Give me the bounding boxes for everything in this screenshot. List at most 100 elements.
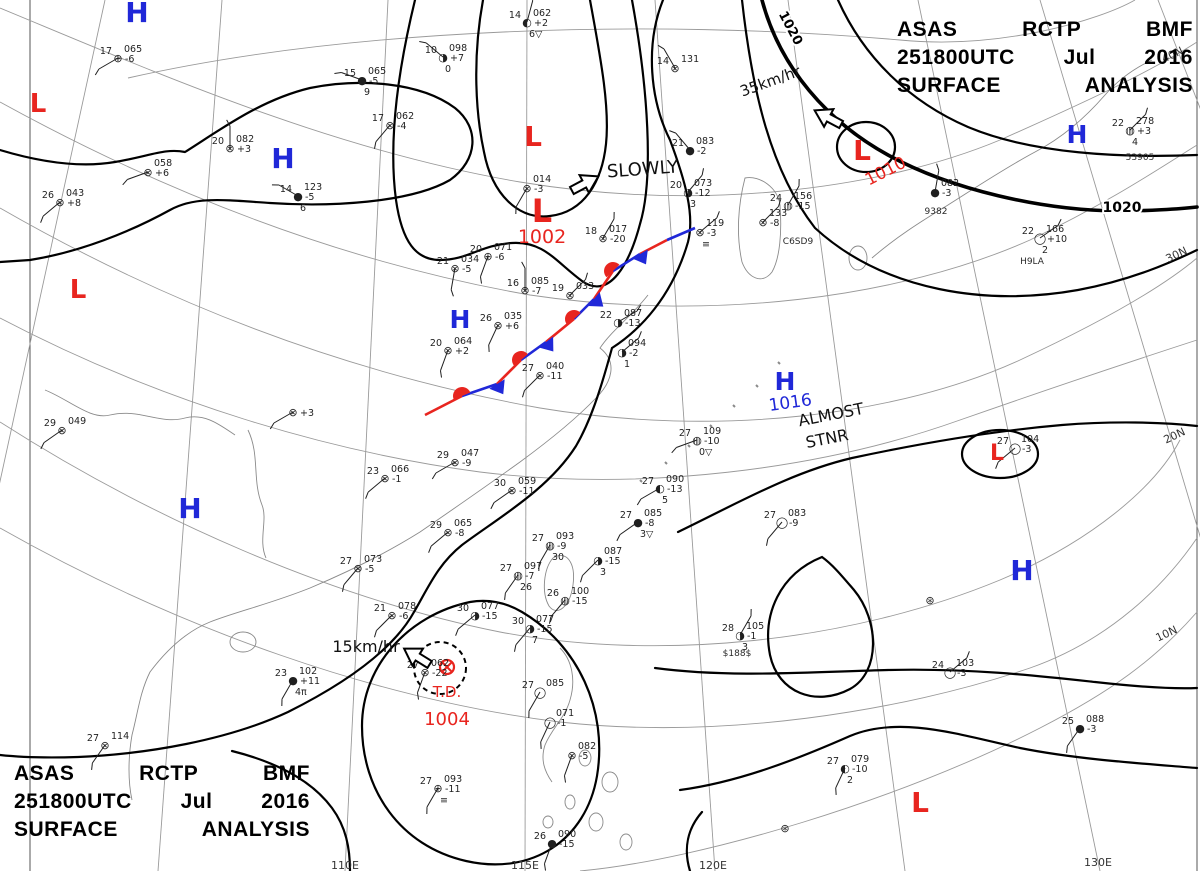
wind-barb — [617, 310, 638, 323]
station-plot: ◑087-153 — [579, 546, 622, 583]
station-plot: ●26 090-15 — [534, 829, 576, 871]
title-word: BMF — [263, 762, 310, 785]
station-tendency: -2 — [697, 146, 706, 157]
station-temperature: 14 — [657, 56, 669, 67]
station-pressure: 097 — [524, 561, 542, 572]
station-symbol-icon: ⊗ — [420, 666, 429, 679]
station-symbol-icon: ⊗ — [225, 142, 234, 155]
station-extra: 3 — [690, 199, 696, 210]
station-plot: ⊗26 035+6 — [480, 311, 522, 352]
station-symbol-icon: ◑ — [613, 316, 623, 329]
station-symbol-icon: ◑ — [617, 346, 627, 359]
station-pressure: 085 — [546, 678, 564, 689]
high-pressure-H: H — [125, 0, 148, 29]
station-pressure: 058 — [154, 158, 172, 169]
title-word: 251800UTC — [897, 46, 1015, 69]
coast-island — [564, 794, 576, 810]
station-plot: ◍26 100-15 — [547, 586, 589, 624]
station-temperature: 17 — [372, 113, 384, 124]
wind-barb — [687, 174, 703, 193]
wind-barb-feather — [504, 592, 506, 601]
station-pressure: 094 — [628, 338, 646, 349]
station-tendency: -7 — [532, 286, 541, 297]
wind-barb-feather — [636, 304, 642, 312]
station-pressure: 071 — [494, 242, 512, 253]
station-temperature: 20 — [430, 338, 442, 349]
station-temperature: 27 — [87, 733, 99, 744]
station-temperature: 27 — [522, 680, 534, 691]
station-temperature: 27 — [522, 363, 534, 374]
station-tendency: +11 — [300, 676, 320, 687]
title-word: ANALYSIS — [201, 818, 310, 841]
title-word: BMF — [1146, 18, 1193, 41]
tropical-depression-mark — [413, 641, 467, 695]
pressure-value-label: 1004 — [424, 709, 470, 730]
station-plot: ◐27 090-135 — [636, 474, 684, 506]
station-symbol-icon: ⊕ — [113, 52, 122, 65]
station-pressure: 131 — [681, 54, 699, 65]
terrain-lines — [44, 389, 236, 436]
station-plot: ◑20 073-123 — [670, 168, 712, 210]
station-tendency: -6 — [399, 611, 408, 622]
station-plot: ⊗27 114 — [87, 731, 129, 771]
wind-barb-feather — [638, 331, 642, 339]
title-word: SURFACE — [14, 818, 118, 841]
station-symbol-icon: ◑ — [470, 609, 480, 622]
station-symbol-icon: ◍ — [545, 539, 555, 552]
cold-front-symbol — [632, 249, 648, 265]
annotation-label: SLOWLY — [606, 156, 680, 182]
meridian-line — [917, 0, 1101, 871]
wind-barb-feather — [548, 616, 552, 624]
isobar — [685, 810, 704, 871]
station-pressure: 104 — [1021, 434, 1039, 445]
low-pressure-L: L — [524, 120, 542, 153]
15kmhr-arrow-icon — [402, 647, 434, 670]
wind-barb — [602, 218, 615, 239]
front-segment — [496, 359, 522, 385]
wind-barb-feather — [669, 130, 677, 134]
station-temperature: 23 — [275, 668, 287, 679]
station-symbol-icon: ⊗ — [385, 119, 394, 132]
isobar-inner-loop — [475, 0, 609, 218]
station-pressure: 087 — [624, 308, 642, 319]
station-plot: ◍22 278+34 — [1112, 107, 1154, 148]
station-plot: ◯24 103-3 — [932, 651, 974, 679]
station-tendency: -22 — [432, 668, 448, 679]
pressure-value-label: 1002 — [518, 226, 566, 248]
station-tendency: -12 — [695, 188, 711, 199]
station-symbol-icon: ● — [1075, 722, 1085, 735]
station-pressure: 093 — [556, 531, 574, 542]
station-symbol-icon: ◍ — [560, 594, 570, 607]
coast-taiwan — [543, 555, 574, 611]
wind-barb — [538, 544, 551, 565]
station-extra: 0 — [445, 64, 451, 75]
wind-barb-feather — [373, 630, 377, 638]
station-symbol-icon: ● — [288, 674, 298, 687]
station-temperature: 28 — [722, 623, 734, 634]
annotation-label: T.D. — [432, 683, 461, 701]
station-pressure: 040 — [546, 361, 564, 372]
station-plot: ⊗27 073-5 — [340, 554, 382, 592]
station-tendency: -6 — [495, 252, 504, 263]
wind-barb-feather — [616, 534, 621, 542]
station-symbol-icon: ◍ — [1125, 124, 1135, 137]
warm-front-symbol — [453, 387, 471, 400]
station-plot: ⊗058+6 — [122, 158, 172, 186]
station-tendency: +10 — [1047, 234, 1067, 245]
station-plot: ◯22 166+102 — [1022, 218, 1067, 256]
station-symbol-icon: ⊗ — [522, 182, 531, 195]
annotation-label: 15km/hr — [332, 637, 400, 656]
station-pressure: 088 — [1086, 714, 1104, 725]
station-tendency: -5 — [369, 76, 378, 87]
title-word: ASAS — [897, 18, 958, 41]
meridian-line — [344, 0, 389, 871]
wind-barb — [528, 691, 541, 712]
station-tendency: -3 — [534, 184, 543, 195]
station-extra: 7 — [532, 635, 538, 646]
wind-barb — [440, 349, 449, 371]
station-symbol-icon: ● — [357, 74, 367, 87]
station-plot: ◑094-21 — [617, 331, 646, 370]
title-word: Jul — [180, 790, 213, 813]
isobar — [676, 421, 1199, 534]
isobar — [678, 725, 1199, 792]
